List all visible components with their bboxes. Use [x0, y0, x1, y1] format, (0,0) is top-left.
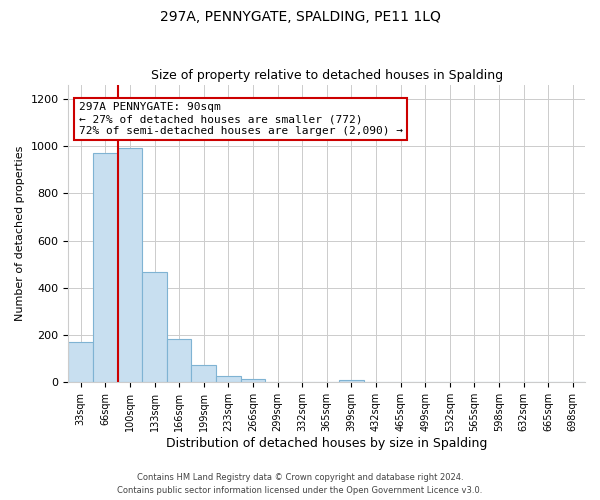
Text: 297A PENNYGATE: 90sqm
← 27% of detached houses are smaller (772)
72% of semi-det: 297A PENNYGATE: 90sqm ← 27% of detached …	[79, 102, 403, 136]
Bar	[191, 364, 216, 382]
Bar	[339, 380, 364, 382]
Bar	[93, 153, 118, 382]
Bar	[241, 379, 265, 382]
Bar	[68, 342, 93, 382]
Text: Contains HM Land Registry data © Crown copyright and database right 2024.
Contai: Contains HM Land Registry data © Crown c…	[118, 474, 482, 495]
Bar	[118, 148, 142, 382]
Bar	[216, 376, 241, 382]
Bar	[142, 272, 167, 382]
Bar	[167, 338, 191, 382]
Y-axis label: Number of detached properties: Number of detached properties	[15, 146, 25, 321]
Text: 297A, PENNYGATE, SPALDING, PE11 1LQ: 297A, PENNYGATE, SPALDING, PE11 1LQ	[160, 10, 440, 24]
Title: Size of property relative to detached houses in Spalding: Size of property relative to detached ho…	[151, 69, 503, 82]
X-axis label: Distribution of detached houses by size in Spalding: Distribution of detached houses by size …	[166, 437, 487, 450]
